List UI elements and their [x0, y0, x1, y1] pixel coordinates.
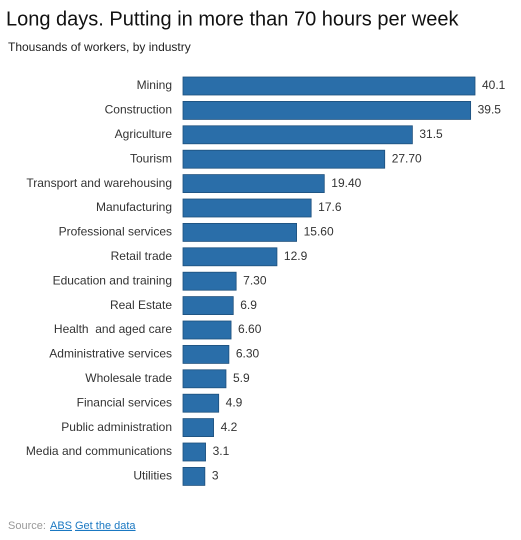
- bar: [182, 344, 230, 364]
- bar: [182, 393, 220, 413]
- source-link[interactable]: ABS: [50, 520, 72, 532]
- y-tick-label: Real Estate: [110, 298, 172, 312]
- y-tick-label: Mining: [137, 78, 172, 92]
- y-tick-label: Public administration: [61, 420, 172, 434]
- y-tick-label: Construction: [105, 103, 172, 117]
- bar: [182, 149, 386, 169]
- y-tick-label: Utilities: [133, 469, 172, 483]
- bar: [182, 466, 206, 486]
- value-label: 15.60: [304, 225, 334, 239]
- value-label: 4.2: [221, 420, 238, 434]
- bar: [182, 101, 472, 120]
- value-label: 6.60: [238, 322, 262, 336]
- y-tick-label: Education and training: [53, 273, 172, 287]
- data-link[interactable]: Get the data: [75, 520, 136, 532]
- bar: [182, 271, 237, 291]
- y-tick-label: Financial services: [77, 395, 172, 409]
- value-label: 17.6: [318, 200, 342, 214]
- y-tick-label: Transport and warehousing: [26, 176, 172, 190]
- y-tick-label: Wholesale trade: [85, 371, 172, 385]
- value-label: 39.5: [478, 103, 502, 117]
- bar: [182, 442, 206, 462]
- bar: [182, 247, 278, 267]
- y-tick-label: Manufacturing: [96, 200, 172, 214]
- value-label: 3.1: [213, 444, 230, 458]
- y-tick-label: Retail trade: [111, 249, 173, 263]
- value-label: 6.9: [240, 298, 257, 312]
- y-tick-label: Health and aged care: [54, 322, 172, 336]
- bar: [182, 198, 312, 218]
- bar: [182, 174, 325, 194]
- value-label: 3: [212, 469, 219, 483]
- y-tick-label: Administrative services: [49, 347, 172, 361]
- chart-subtitle: Thousands of workers, by industry: [8, 40, 191, 54]
- y-tick-label: Agriculture: [115, 127, 173, 141]
- bar: [182, 76, 476, 96]
- source-label: Source:: [8, 520, 46, 532]
- value-label: 40.1: [482, 78, 506, 92]
- value-label: 6.30: [236, 347, 260, 361]
- chart-title: Long days. Putting in more than 70 hours…: [6, 8, 460, 30]
- bar: [182, 369, 227, 389]
- bar: [182, 125, 413, 145]
- value-label: 4.9: [226, 395, 243, 409]
- bar: [182, 320, 232, 340]
- value-label: 12.9: [284, 249, 308, 263]
- bar: [182, 222, 297, 242]
- bar: [182, 418, 214, 438]
- y-tick-label: Media and communications: [26, 444, 172, 458]
- value-label: 7.30: [243, 273, 267, 287]
- y-tick-label: Professional services: [59, 225, 172, 239]
- bar: [182, 296, 234, 316]
- value-label: 5.9: [233, 371, 250, 385]
- value-label: 19.40: [331, 176, 361, 190]
- y-tick-label: Tourism: [130, 151, 172, 165]
- value-label: 31.5: [419, 127, 443, 141]
- value-label: 27.70: [392, 151, 422, 165]
